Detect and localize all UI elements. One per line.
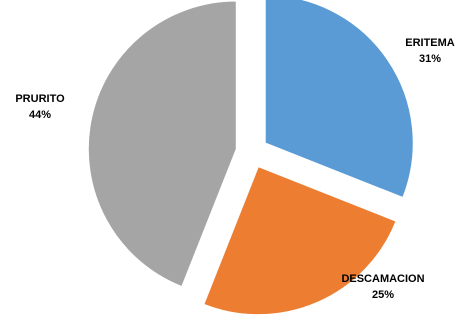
slice-percent-descamacion: 25% [372, 289, 394, 301]
slice-percent-prurito: 44% [29, 109, 51, 121]
slice-label-prurito: PRURITO [15, 93, 65, 105]
slice-label-descamacion: DESCAMACION [341, 273, 424, 285]
pie-slice-prurito [87, 0, 237, 288]
slice-percent-eritema: 31% [419, 53, 441, 65]
pie-slice-eritema [264, 0, 414, 199]
slice-label-eritema: ERITEMA [405, 37, 455, 49]
pie-slice-descamacion [203, 166, 397, 316]
